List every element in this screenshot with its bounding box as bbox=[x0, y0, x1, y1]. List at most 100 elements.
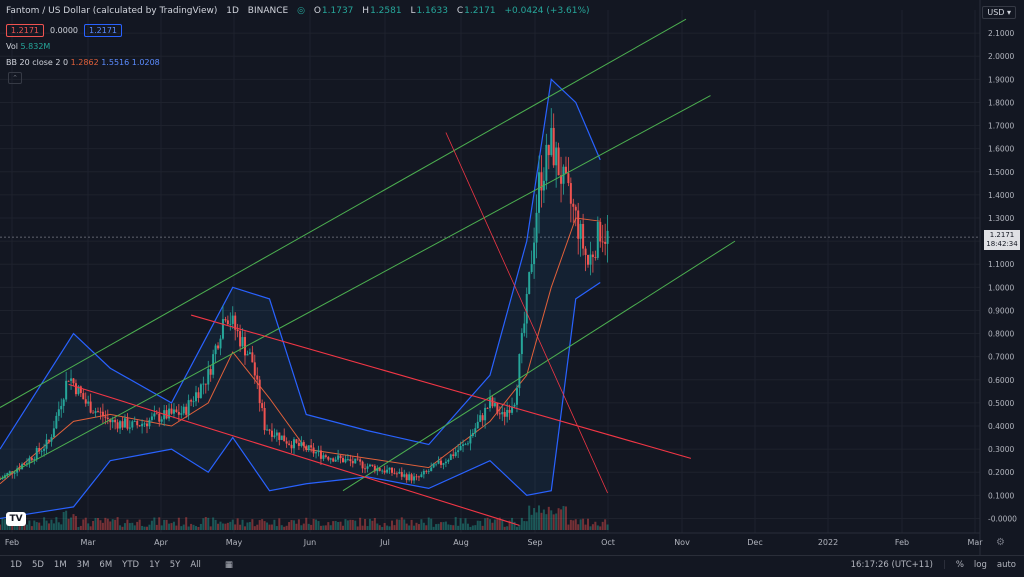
volume-bar bbox=[84, 517, 87, 530]
candle-body bbox=[82, 393, 85, 400]
volume-bar bbox=[82, 519, 85, 530]
candle-body bbox=[209, 369, 212, 375]
symbol-title[interactable]: Fantom / US Dollar (calculated by Tradin… bbox=[6, 6, 218, 16]
volume-bar bbox=[275, 526, 278, 530]
auto-toggle[interactable]: auto bbox=[996, 560, 1016, 570]
volume-value: 5.832M bbox=[20, 42, 51, 51]
candle-body bbox=[253, 362, 256, 376]
candle-body bbox=[114, 419, 117, 423]
volume-bar bbox=[40, 525, 43, 530]
clock[interactable]: 16:17:26 (UTC+11) bbox=[850, 560, 933, 570]
red-trend-line bbox=[190, 314, 692, 459]
volume-bar bbox=[452, 525, 455, 530]
volume-bar bbox=[160, 525, 163, 530]
volume-bar bbox=[388, 526, 391, 530]
volume-bar bbox=[589, 526, 592, 530]
volume-bar bbox=[175, 525, 178, 530]
candle-body bbox=[204, 383, 207, 385]
candle-body bbox=[143, 423, 146, 425]
percent-toggle[interactable]: % bbox=[955, 560, 964, 570]
buy-price[interactable]: 1.2171 bbox=[84, 24, 122, 37]
range-ytd[interactable]: YTD bbox=[122, 560, 140, 570]
candle-body bbox=[97, 411, 99, 412]
candle-body bbox=[280, 435, 283, 440]
candle-body bbox=[150, 416, 153, 420]
volume-bar bbox=[111, 519, 114, 530]
volume-bar bbox=[489, 519, 491, 530]
range-5y[interactable]: 5Y bbox=[169, 560, 181, 570]
gear-icon[interactable]: ⚙ bbox=[996, 537, 1005, 548]
log-toggle[interactable]: log bbox=[973, 560, 987, 570]
price-tick-label: 2.1000 bbox=[988, 29, 1014, 38]
candle-body bbox=[79, 386, 82, 394]
volume-bar bbox=[535, 512, 538, 530]
range-1m[interactable]: 1M bbox=[53, 560, 67, 570]
volume-bar bbox=[251, 519, 254, 530]
candle-body bbox=[368, 464, 371, 467]
candle-body bbox=[452, 454, 455, 456]
tradingview-logo[interactable]: TV bbox=[6, 512, 26, 526]
volume-bar bbox=[550, 510, 553, 530]
volume-bar bbox=[38, 522, 41, 530]
volume-bar bbox=[231, 519, 234, 530]
volume-bar bbox=[48, 523, 50, 530]
sell-price[interactable]: 1.2171 bbox=[6, 24, 44, 37]
volume-bar bbox=[361, 525, 364, 530]
candle-body bbox=[70, 378, 73, 381]
time-axis: Feb Mar Apr May Jun Jul Aug Sep Oct Nov Dec 2022 Feb… bbox=[0, 532, 983, 547]
calendar-icon[interactable]: ▦ bbox=[224, 560, 233, 570]
candle-body bbox=[359, 459, 362, 462]
volume-bar bbox=[471, 525, 474, 530]
volume-bar bbox=[0, 524, 1, 530]
candle-body bbox=[207, 369, 210, 385]
candle-body bbox=[278, 432, 281, 440]
interval[interactable]: 1D bbox=[226, 6, 239, 16]
candle-body bbox=[182, 406, 185, 414]
candle-body bbox=[342, 458, 344, 463]
range-6m[interactable]: 6M bbox=[99, 560, 113, 570]
price-tick-label: 0.6000 bbox=[988, 376, 1014, 385]
price-tick-label: 0.5000 bbox=[988, 399, 1014, 408]
candle-body bbox=[141, 423, 144, 427]
volume-bar bbox=[520, 517, 523, 530]
volume-bar bbox=[464, 518, 467, 530]
candle-body bbox=[371, 464, 374, 466]
volume-legend[interactable]: Vol 5.832M bbox=[6, 42, 51, 51]
volume-bar bbox=[339, 521, 342, 530]
volume-bar bbox=[560, 509, 563, 530]
volume-bar bbox=[403, 519, 406, 530]
volume-bar bbox=[177, 517, 180, 530]
collapse-legend-icon[interactable]: ⌃ bbox=[8, 72, 22, 84]
candle-body bbox=[498, 413, 501, 415]
volume-bar bbox=[8, 522, 11, 530]
volume-bar bbox=[405, 523, 408, 530]
currency-select[interactable]: USD ▾ bbox=[982, 6, 1016, 19]
candle-body bbox=[378, 468, 381, 471]
range-5d[interactable]: 5D bbox=[31, 560, 44, 570]
volume-bar bbox=[261, 519, 264, 530]
volume-bar bbox=[94, 517, 97, 530]
volume-bar bbox=[278, 518, 281, 530]
volume-bar bbox=[190, 523, 193, 530]
candle-body bbox=[489, 397, 491, 409]
volume-bar bbox=[214, 519, 217, 530]
volume-bar bbox=[555, 513, 558, 530]
volume-bar bbox=[511, 517, 514, 530]
range-1y[interactable]: 1Y bbox=[149, 560, 160, 570]
range-1d[interactable]: 1D bbox=[10, 560, 22, 570]
bollinger-legend[interactable]: BB 20 close 2 0 1.2862 1.5516 1.0208 bbox=[6, 58, 160, 67]
volume-bar bbox=[557, 508, 560, 530]
candle-body bbox=[327, 456, 330, 460]
candle-body bbox=[346, 459, 349, 460]
volume-bar bbox=[327, 522, 330, 530]
candle-body bbox=[466, 443, 469, 445]
range-3m[interactable]: 3M bbox=[76, 560, 90, 570]
volume-bar bbox=[567, 524, 570, 530]
candle-body bbox=[234, 315, 237, 330]
range-all[interactable]: All bbox=[190, 560, 201, 570]
price-tick-label: 1.5000 bbox=[988, 168, 1014, 177]
price-tick-label: 0.1000 bbox=[988, 491, 1014, 500]
grid bbox=[0, 10, 980, 533]
volume-bar bbox=[395, 519, 398, 530]
